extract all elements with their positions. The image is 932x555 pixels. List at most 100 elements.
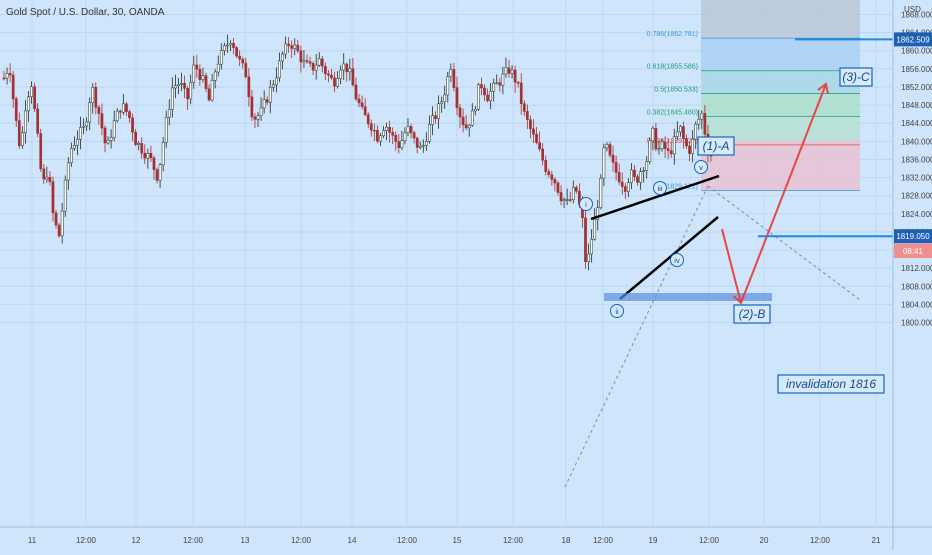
candle-body [204,75,208,90]
subwave-v[interactable]: v [694,160,708,174]
candle-body [467,125,471,129]
candle-body [596,207,600,220]
candle-body [421,144,425,147]
time-axis[interactable]: 11 12:00 12 12:00 13 12:00 14 12:00 15 12:00 18 12:… [0,526,932,545]
candle-body [317,58,321,66]
y-tick-label: 1812.000 [901,264,932,273]
candle-body [675,131,679,137]
y-tick-label: 1860.000 [901,47,932,56]
wave-1a-label-box [697,136,735,156]
x-tick-label: 15 [453,536,462,545]
candle-body [271,84,275,88]
candle-body [91,87,95,103]
candle-body [544,160,548,172]
candle-body [440,101,444,104]
candle-body [24,110,27,133]
y-tick-label: 1828.000 [901,192,932,201]
candle-body [192,64,196,83]
y-tick-label: 1836.000 [901,155,932,164]
fib-label: 0.382(1845.480) [647,110,698,117]
candle-body [443,94,447,103]
fib-zone-786 [701,38,860,71]
candle-body [388,126,391,133]
candle-body [106,139,110,144]
candle-body [694,123,698,140]
invalidation-price-badge-bg [894,229,932,244]
invalidation-label-box [777,374,885,394]
x-tick-label: 11 [28,536,37,545]
candle-body [94,87,98,108]
candle-body [379,135,382,142]
x-tick-label: 12:00 [593,536,614,545]
candle-body [599,177,603,208]
candle-body [660,141,664,149]
candle-body [541,148,545,161]
candle-body [645,161,649,171]
candle-body [437,103,440,119]
candle-body [30,86,33,98]
candle-body [510,69,514,74]
candle-body [357,98,361,104]
subwave-iii[interactable]: iii [653,181,667,195]
y-tick-label: 1856.000 [901,65,932,74]
candle-body [79,127,82,140]
y-tick-label: 1800.000 [901,319,932,328]
candle-body [351,68,355,86]
candle-body [529,119,532,130]
fib-zones: 0.786(1862.781) 0.618(1855.586) 0.5(1850.5… [647,0,860,192]
fib-label: 0(1829.121) [660,184,698,191]
candle-body [354,84,358,100]
wedge-upper-line[interactable] [590,174,720,221]
wave-1a-label[interactable]: (1)-A [697,136,735,156]
candle-body [623,186,627,192]
candle-body [311,63,315,71]
candle-body [642,170,646,172]
candle-body [219,50,223,65]
subwave-iv[interactable]: iv [670,253,684,267]
y-tick-label: 1844.000 [901,119,932,128]
y-tick-label: 1840.000 [901,137,932,146]
candle-body [679,126,682,133]
subwave-i[interactable]: i [579,197,593,211]
x-tick-label: 14 [348,536,357,545]
wedge-lower-line[interactable] [619,216,719,300]
candle-body [703,113,707,135]
price-candles [2,34,713,271]
candle-body [382,130,385,137]
candle-body [449,69,453,78]
subwave-ii[interactable]: ii [610,304,624,318]
candle-body [314,64,318,71]
candle-body [259,107,263,116]
candle-body [250,96,254,118]
candle-body [146,153,150,159]
wave-3c-label-box [839,67,873,87]
arrow-up-to-3c[interactable] [740,83,827,304]
wave-2b-label[interactable]: (2)-B [733,304,771,324]
candle-body [305,60,309,62]
price-axis[interactable]: 1868.0001864.0001860.0001856.0001852.000… [892,0,932,550]
candle-body [60,210,64,237]
candle-body [256,115,260,120]
fib-label: 0.5(1850.533) [654,87,698,94]
candle-body [167,109,171,118]
arrow-down-to-2b[interactable] [721,228,742,304]
candle-body [672,136,676,155]
candle-body [85,121,88,127]
invalidation-price-badge-text: 1819.050 [896,232,930,241]
candle-body [14,98,18,121]
candle-body [587,253,590,262]
candle-body [88,102,92,123]
candle-body [688,145,691,154]
fib-diagonal-dashed [707,185,861,301]
support-zone-box [604,293,772,301]
wave-3c-label[interactable]: (3)-C [839,67,873,87]
candle-body [397,141,401,148]
x-tick-label: 12:00 [397,536,418,545]
candle-body [385,126,388,131]
invalidation-label[interactable]: invalidation 1816 [777,374,885,394]
candle-body [458,107,462,118]
candle-body [593,219,597,240]
